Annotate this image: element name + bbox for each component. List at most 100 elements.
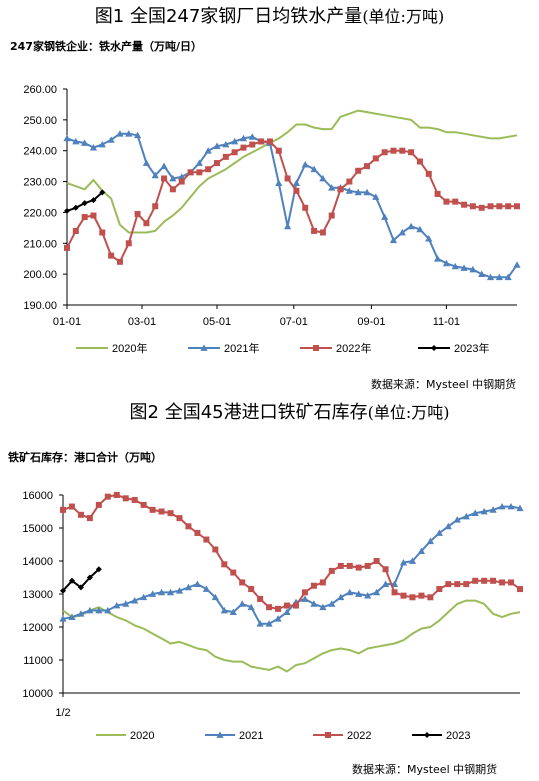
chart1-series-2023-point [64, 207, 70, 214]
chart1-series-2022-point [169, 186, 176, 193]
chart1-series-2021-point [142, 159, 151, 166]
chart2-series-2021-point [140, 593, 148, 601]
chart2-legend-marker [424, 732, 430, 738]
chart2-series-2021-point [319, 603, 327, 611]
chart1-series-2022-point [390, 147, 397, 154]
chart1-series-2022-point [108, 252, 115, 259]
chart2-y-tick-label: 12000 [22, 622, 53, 634]
chart2-series-2022-point [508, 579, 515, 586]
chart1-legend-marker [431, 345, 437, 351]
chart2-series-2021-point [229, 608, 237, 616]
chart1-series-2022-point [72, 227, 79, 234]
chart2-series-2021-point [149, 590, 157, 597]
chart1-legend-marker [313, 345, 319, 351]
chart2-series-2021-point [184, 583, 193, 591]
chart1-series-2022-point [399, 147, 406, 154]
chart1-series-2021-point [151, 171, 159, 179]
chart1-series-2022-point [249, 141, 256, 148]
chart1-series-2021-point [416, 225, 424, 233]
chart2-series-2021-point [166, 588, 175, 596]
chart1-series-2021-point [301, 161, 309, 168]
chart1-series-2022-point [214, 160, 220, 167]
chart2-y-tick-label: 16000 [22, 490, 53, 502]
chart2-y-tick-label: 15000 [22, 523, 53, 535]
chart2-series-2021-point [373, 588, 381, 596]
chart2-series-2021-point [462, 512, 470, 520]
chart2-series-2022-point [77, 511, 84, 518]
chart2-series-2021-point [381, 580, 390, 587]
chart1-series-2021-point [63, 134, 71, 142]
chart2-series-2022-point [319, 579, 326, 586]
chart2-subtitle: 铁矿石库存：港口合计（万吨） [8, 451, 162, 464]
chart1-series-2021-point [398, 228, 406, 236]
chart2-series-2021-point [238, 600, 246, 607]
chart2-series-2021-point [408, 557, 417, 564]
chart1-series-2022-point [99, 229, 106, 236]
chart1-series-2022-point [240, 144, 247, 151]
chart1-series-2022-point [178, 178, 185, 185]
chart2-series-2023-point [68, 577, 75, 584]
chart1-legend-label: 2023年 [454, 341, 489, 355]
chart1-series-2022-point [443, 198, 450, 205]
chart2-legend-marker [216, 731, 224, 738]
chart2-series-2021-point [131, 597, 139, 604]
chart2-series-2022-point [185, 523, 192, 530]
chart2-series-2022-point [131, 496, 138, 503]
chart2-series-2022-point [427, 594, 434, 601]
chart1-series-2021-point [425, 235, 433, 242]
chart1-series-2021-point [389, 236, 398, 244]
chart1-series-2022-point [496, 203, 503, 210]
chart2-series-2021-point [435, 529, 443, 536]
chart1-series-2021-point [231, 137, 239, 145]
chart2-legend-label: 2023 [446, 730, 470, 742]
chart1-y-tick-label: 190.00 [23, 300, 57, 312]
chart2-series-2021-point [310, 600, 318, 607]
chart2-series-2022-point [364, 562, 371, 569]
chart2-series-2021-point [453, 516, 461, 523]
chart2-series-2022-point [382, 566, 389, 573]
chart1-x-tick-label: 01-01 [53, 316, 81, 328]
chart2-series-2022-point [400, 592, 407, 599]
chart2-series-2021-point [265, 620, 273, 627]
chart2-series-2022-point [346, 562, 353, 569]
chart1-series-2022-point [161, 175, 168, 182]
chart1-y-tick-label: 200.00 [23, 269, 57, 281]
chart1-series-2021-point [363, 188, 371, 196]
chart1-series-2021-point [381, 213, 389, 220]
chart1-series-2022-point [452, 198, 459, 205]
chart1-series-2021-point [204, 147, 212, 154]
chart2-series-2022-point [257, 595, 264, 602]
chart2-series-2021-point [247, 603, 255, 611]
chart2-series-2022-point [301, 589, 308, 596]
chart1-series-2023-point [99, 189, 106, 196]
chart2-series-2021-line [62, 505, 521, 625]
chart1-series-2022-point [469, 203, 476, 210]
chart1-title-text: 图1 全国247家钢厂日均铁水产量 [94, 6, 363, 27]
chart2-series-2021-point [444, 522, 452, 530]
chart2-series-2022-point [203, 536, 210, 543]
chart1-series-2022-point [372, 155, 379, 162]
chart1-series-2022-point [319, 229, 326, 236]
chart2-series-2022-point [221, 561, 228, 568]
chart1-series-2021-point [345, 187, 353, 194]
chart1-series-2021-point [319, 174, 327, 182]
chart1-series-2021-point [178, 173, 186, 180]
chart2-series-2022-point [266, 604, 273, 611]
chart2-series-2021-point [489, 506, 497, 513]
chart2-series-2022-point [436, 586, 443, 593]
chart1-series-2021-point [72, 137, 80, 145]
chart1-series-2022-point [134, 210, 141, 217]
chart2-legend-label: 2020 [130, 730, 154, 742]
chart2-series-2021-point [498, 502, 506, 510]
chart1-series-2022-point [143, 220, 150, 227]
chart1-series-2022-point [196, 169, 203, 176]
chart1-x-tick-label: 03-01 [128, 316, 156, 328]
chart1-series-2022-point [408, 149, 415, 156]
chart2-series-2022-point [490, 577, 497, 584]
chart1-legend-label: 2021年 [224, 341, 259, 355]
chart1-series-2021-point [407, 222, 415, 230]
chart2-series-2021-point [211, 593, 219, 601]
chart2-series-2022-point [472, 577, 479, 584]
chart1-series-2022-point [461, 201, 468, 208]
